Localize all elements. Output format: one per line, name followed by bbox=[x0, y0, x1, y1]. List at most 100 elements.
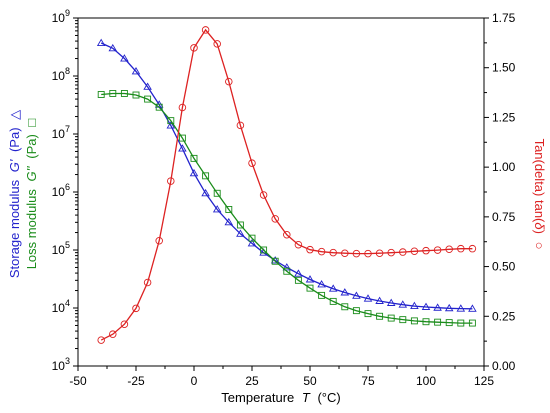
loss-point bbox=[271, 257, 279, 265]
loss-point bbox=[97, 91, 105, 98]
tan-point bbox=[259, 191, 268, 199]
tan-point bbox=[132, 304, 140, 313]
tan-point bbox=[433, 246, 442, 254]
tan-point bbox=[410, 247, 419, 256]
x-axis-unit: (°C) bbox=[317, 390, 340, 405]
storage-point bbox=[444, 303, 454, 312]
storage-label-text: Storage modulus bbox=[7, 179, 22, 278]
storage-point bbox=[363, 294, 373, 302]
loss-point bbox=[329, 297, 337, 305]
tan-point bbox=[213, 40, 221, 48]
storage-point bbox=[166, 121, 176, 129]
loss-point bbox=[352, 307, 360, 315]
tan-point bbox=[341, 249, 349, 257]
circle-series-line bbox=[100, 28, 473, 341]
loss-point bbox=[236, 221, 244, 229]
storage-point bbox=[143, 82, 152, 90]
tan-point bbox=[97, 336, 105, 344]
tan-point bbox=[317, 247, 326, 256]
loss-point bbox=[155, 103, 163, 111]
tan-point bbox=[422, 246, 430, 255]
x-tick-label: 50 bbox=[303, 374, 317, 388]
y-right-tick-label: 1.75 bbox=[492, 11, 516, 25]
storage-point bbox=[352, 291, 361, 299]
tan-point bbox=[445, 245, 453, 254]
loss-point bbox=[410, 317, 418, 325]
loss-point bbox=[306, 284, 314, 292]
tan-point bbox=[201, 26, 210, 34]
tan-point bbox=[178, 103, 187, 112]
tan-label-text: Tan(delta) tan( bbox=[532, 139, 547, 223]
tan-marker-icon: ○ bbox=[532, 242, 547, 250]
plot-frame bbox=[77, 17, 485, 367]
y-right-tick-label: 1.25 bbox=[492, 110, 516, 124]
tan-point bbox=[271, 215, 279, 223]
loss-point bbox=[167, 117, 175, 125]
loss-point bbox=[120, 90, 128, 97]
storage-point bbox=[468, 304, 477, 312]
storage-point bbox=[421, 302, 431, 310]
tan-point bbox=[236, 121, 245, 130]
storage-point bbox=[282, 263, 292, 271]
y-left-tick-label: 105 bbox=[52, 240, 70, 257]
tan-point bbox=[155, 236, 163, 245]
storage-point bbox=[340, 288, 350, 296]
tan-label-close: ) bbox=[532, 230, 547, 234]
storage-point bbox=[120, 54, 129, 62]
loss-point bbox=[202, 172, 210, 180]
y-right-tick-label: 0.00 bbox=[492, 359, 516, 373]
storage-point bbox=[131, 67, 141, 75]
loss-point bbox=[213, 189, 221, 197]
y-left-tick-label: 109 bbox=[52, 8, 70, 25]
x-tick-label: -50 bbox=[69, 374, 87, 388]
storage-label-symbol: G' bbox=[7, 159, 22, 172]
storage-point bbox=[96, 38, 106, 46]
x-axis-symbol: T bbox=[302, 390, 311, 405]
loss-point bbox=[190, 154, 198, 162]
storage-point bbox=[212, 205, 222, 213]
tan-point bbox=[387, 248, 395, 257]
x-axis-label: Temperature bbox=[221, 390, 294, 405]
x-tick-label: 75 bbox=[361, 374, 375, 388]
tan-point bbox=[190, 44, 198, 52]
loss-label-symbol: G'' bbox=[24, 166, 39, 182]
x-tick-label: 0 bbox=[191, 374, 198, 388]
storage-point bbox=[224, 217, 234, 226]
loss-point bbox=[399, 316, 407, 324]
tan-point bbox=[143, 278, 152, 287]
storage-point bbox=[247, 238, 257, 247]
loss-label-unit: (Pa) bbox=[24, 134, 39, 159]
loss-point bbox=[318, 291, 326, 299]
loss-point bbox=[109, 90, 117, 97]
storage-label-unit: (Pa) bbox=[7, 127, 22, 152]
loss-point bbox=[225, 206, 233, 213]
storage-point bbox=[386, 298, 396, 306]
tan-label-symbol: δ bbox=[532, 222, 547, 230]
storage-marker-icon: △ bbox=[7, 110, 22, 120]
loss-marker-icon: □ bbox=[24, 119, 39, 127]
series-layer bbox=[96, 26, 477, 344]
loss-point bbox=[457, 319, 465, 327]
storage-point bbox=[410, 301, 419, 310]
storage-point bbox=[108, 43, 118, 52]
tan-point bbox=[294, 240, 303, 249]
loss-point bbox=[248, 234, 256, 242]
storage-point bbox=[201, 188, 210, 197]
storage-point bbox=[375, 296, 384, 304]
tan-point bbox=[364, 249, 372, 258]
axis-ticks: -50 -25 0 25 50 75 100 125 103 104 105 106 107 108 109… bbox=[52, 8, 516, 388]
y-right-title: Tan(delta) tan(δ) ○ bbox=[532, 139, 547, 250]
loss-point bbox=[144, 95, 152, 103]
loss-point bbox=[178, 134, 186, 142]
storage-point bbox=[398, 300, 408, 308]
x-tick-label: 25 bbox=[245, 374, 259, 388]
tan-point bbox=[399, 248, 407, 256]
tan-point bbox=[225, 77, 233, 86]
y-left-title-storage: Storage modulus G' (Pa) △ bbox=[7, 110, 22, 278]
y-right-tick-label: 1.50 bbox=[492, 61, 516, 75]
tan-point bbox=[375, 249, 384, 257]
y-left-tick-label: 107 bbox=[52, 124, 70, 141]
square-series-line bbox=[101, 92, 473, 324]
loss-point bbox=[387, 314, 395, 322]
